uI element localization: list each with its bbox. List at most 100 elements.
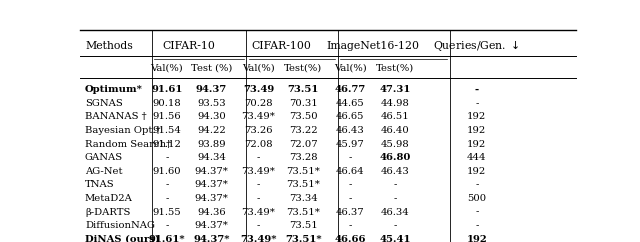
Text: -: - [257,153,260,162]
Text: 73.49: 73.49 [243,85,274,94]
Text: 45.97: 45.97 [336,139,365,149]
Text: 500: 500 [467,194,486,203]
Text: SGNAS: SGNAS [85,99,123,108]
Text: 91.55: 91.55 [152,208,181,217]
Text: Methods: Methods [85,41,132,51]
Text: -: - [257,221,260,230]
Text: 93.89: 93.89 [197,139,226,149]
Text: DiNAS (ours): DiNAS (ours) [85,235,160,242]
Text: 73.51*: 73.51* [285,235,321,242]
Text: -: - [393,221,397,230]
Text: 91.56: 91.56 [152,112,181,121]
Text: ImageNet16-120: ImageNet16-120 [326,41,419,51]
Text: BANANAS †: BANANAS † [85,112,147,121]
Text: Test(%): Test(%) [284,64,323,73]
Text: 94.36: 94.36 [197,208,226,217]
Text: 46.64: 46.64 [336,167,365,176]
Text: 91.12: 91.12 [152,139,181,149]
Text: Val(%): Val(%) [150,64,183,73]
Text: 72.08: 72.08 [244,139,273,149]
Text: 46.65: 46.65 [336,112,365,121]
Text: -: - [165,180,168,189]
Text: DiffusionNAG: DiffusionNAG [85,221,155,230]
Text: 46.43: 46.43 [336,126,365,135]
Text: Val(%): Val(%) [242,64,275,73]
Text: -: - [349,221,352,230]
Text: -: - [349,194,352,203]
Text: 46.51: 46.51 [381,112,410,121]
Text: β-DARTS: β-DARTS [85,208,131,217]
Text: 73.51: 73.51 [287,85,319,94]
Text: 192: 192 [467,235,487,242]
Text: -: - [257,180,260,189]
Text: 93.53: 93.53 [197,99,226,108]
Text: AG-Net: AG-Net [85,167,122,176]
Text: CIFAR-100: CIFAR-100 [251,41,311,51]
Text: Bayesian Opt.†: Bayesian Opt.† [85,126,161,135]
Text: 94.37*: 94.37* [195,194,228,203]
Text: -: - [257,194,260,203]
Text: 73.28: 73.28 [289,153,317,162]
Text: -: - [475,180,479,189]
Text: 444: 444 [467,153,486,162]
Text: 192: 192 [467,112,486,121]
Text: 91.54: 91.54 [152,126,181,135]
Text: 44.65: 44.65 [336,99,365,108]
Text: -: - [393,180,397,189]
Text: 94.37: 94.37 [196,85,227,94]
Text: Test (%): Test (%) [191,64,232,73]
Text: -: - [475,99,479,108]
Text: 46.77: 46.77 [335,85,366,94]
Text: 73.34: 73.34 [289,194,317,203]
Text: 91.60: 91.60 [152,167,181,176]
Text: 73.50: 73.50 [289,112,317,121]
Text: 192: 192 [467,126,486,135]
Text: Random Search†: Random Search† [85,139,171,149]
Text: TNAS: TNAS [85,180,115,189]
Text: 72.07: 72.07 [289,139,317,149]
Text: 46.66: 46.66 [335,235,366,242]
Text: 45.98: 45.98 [381,139,410,149]
Text: 46.40: 46.40 [381,126,410,135]
Text: -: - [475,208,479,217]
Text: 94.37*: 94.37* [195,180,228,189]
Text: 73.26: 73.26 [244,126,273,135]
Text: 46.80: 46.80 [380,153,411,162]
Text: 44.98: 44.98 [381,99,410,108]
Text: Queries/Gen. $\downarrow$: Queries/Gen. $\downarrow$ [433,38,520,53]
Text: 70.28: 70.28 [244,99,273,108]
Text: 45.41: 45.41 [380,235,411,242]
Text: CIFAR-10: CIFAR-10 [163,41,216,51]
Text: 94.37*: 94.37* [193,235,230,242]
Text: 73.49*: 73.49* [242,167,275,176]
Text: -: - [165,153,168,162]
Text: 46.43: 46.43 [381,167,410,176]
Text: -: - [165,194,168,203]
Text: 73.51*: 73.51* [286,167,320,176]
Text: 73.51: 73.51 [289,221,317,230]
Text: MetaD2A: MetaD2A [85,194,133,203]
Text: 94.34: 94.34 [197,153,226,162]
Text: -: - [165,221,168,230]
Text: -: - [349,153,352,162]
Text: 47.31: 47.31 [380,85,411,94]
Text: 192: 192 [467,139,486,149]
Text: 70.31: 70.31 [289,99,317,108]
Text: 46.34: 46.34 [381,208,410,217]
Text: 73.51*: 73.51* [286,208,320,217]
Text: 73.51*: 73.51* [286,180,320,189]
Text: 73.22: 73.22 [289,126,317,135]
Text: 90.18: 90.18 [152,99,181,108]
Text: 94.30: 94.30 [197,112,226,121]
Text: 94.22: 94.22 [197,126,226,135]
Text: 73.49*: 73.49* [242,208,275,217]
Text: 94.37*: 94.37* [195,221,228,230]
Text: -: - [475,221,479,230]
Text: 91.61: 91.61 [151,85,182,94]
Text: 73.49*: 73.49* [242,112,275,121]
Text: GANAS: GANAS [85,153,123,162]
Text: -: - [475,85,479,94]
Text: Val(%): Val(%) [334,64,367,73]
Text: Optimum*: Optimum* [85,85,143,94]
Text: 91.61*: 91.61* [148,235,185,242]
